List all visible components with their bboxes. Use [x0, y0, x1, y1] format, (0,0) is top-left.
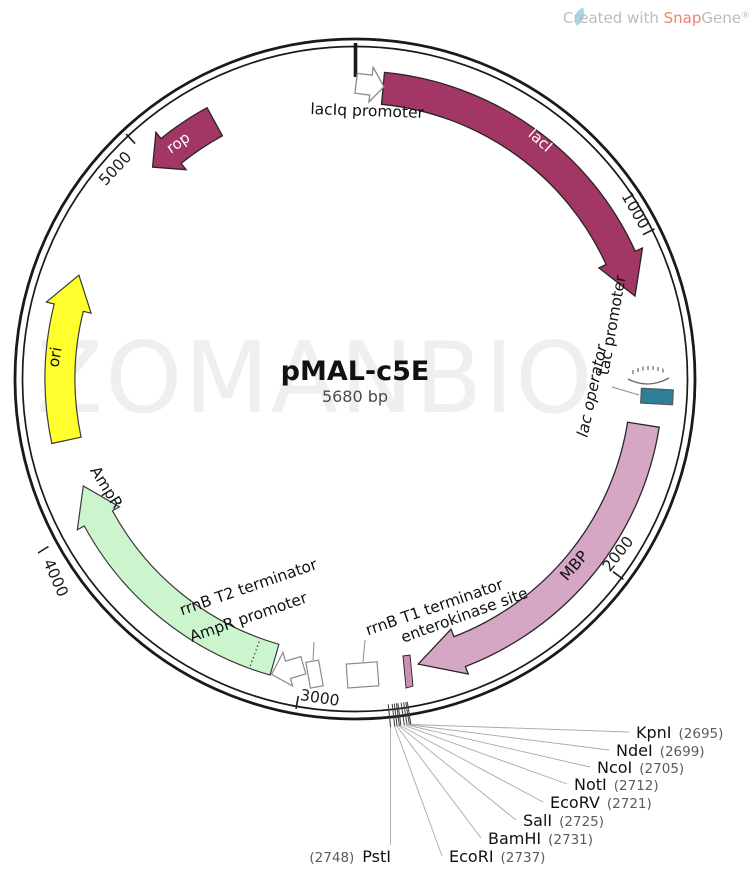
credit-brand-gene: Gene	[701, 9, 741, 27]
lac-operator-leader	[611, 386, 640, 396]
credit-text: Created with SnapGene®	[563, 9, 750, 27]
enterokinase-site-marker	[402, 654, 414, 689]
MBP-arc	[416, 421, 660, 675]
snapgene-credit: Created with SnapGene®	[563, 7, 750, 27]
enzyme-label-PstI: (2748) PstI	[309, 847, 391, 866]
restriction-lines	[387, 701, 630, 857]
plasmid-name: pMAL-c5E	[281, 356, 430, 387]
rrnB-T2-leader	[312, 641, 315, 661]
enzyme-label-SalI: SalI (2725)	[523, 811, 604, 830]
credit-prefix: Created with	[563, 9, 664, 27]
rrnB-T1-leader	[362, 639, 366, 663]
credit-brand-snap: Snap	[664, 9, 702, 27]
tick-label-3000: 3000	[299, 686, 341, 710]
rop-arc	[151, 106, 224, 171]
AmpR-promoter-arrow	[270, 650, 307, 688]
enzyme-label-EcoRV: EcoRV (2721)	[550, 793, 652, 812]
lacI-arc	[380, 71, 644, 298]
enzyme-label-NotI: NotI (2712)	[574, 775, 659, 794]
backbone-outer-circle	[13, 37, 697, 721]
lac-operator-box	[640, 387, 674, 406]
tick-3000	[295, 695, 300, 709]
credit-registered-mark: ®	[741, 11, 750, 21]
tick-4000	[37, 545, 49, 554]
ori-arc	[44, 274, 92, 445]
tick-1000	[642, 228, 655, 236]
restriction-labels: KpnI (2695) NdeI (2699) NcoI (2705) NotI (27…	[309, 723, 723, 866]
rrnB-T1-terminator-box	[345, 661, 380, 689]
lacIq-promoter-label: lacIq promoter	[310, 100, 425, 122]
snapgene-leaf-icon	[575, 7, 585, 26]
ampr-dotted-divider	[249, 639, 261, 667]
enzyme-label-KpnI: KpnI (2695)	[636, 723, 723, 742]
protein-binding-site-icon	[627, 366, 670, 385]
rrnB-T2-terminator-box	[305, 659, 324, 689]
AmpR-arc	[76, 485, 280, 676]
tick-label-1000: 1000	[618, 189, 653, 232]
tick-label-4000: 4000	[39, 556, 71, 599]
plasmid-size: 5680 bp	[322, 387, 388, 406]
background-watermark: ZOMANBIO	[36, 322, 594, 436]
lacIq-promoter-arrow	[354, 65, 385, 104]
enzyme-label-NdeI: NdeI (2699)	[616, 741, 705, 760]
enzyme-label-NcoI: NcoI (2705)	[597, 758, 684, 777]
tick-2000	[612, 571, 624, 581]
tick-5000	[125, 133, 136, 145]
enzyme-label-BamHI: BamHI (2731)	[488, 829, 593, 848]
ori-label: ori	[44, 346, 65, 369]
enzyme-label-EcoRI: EcoRI (2737)	[449, 847, 545, 866]
